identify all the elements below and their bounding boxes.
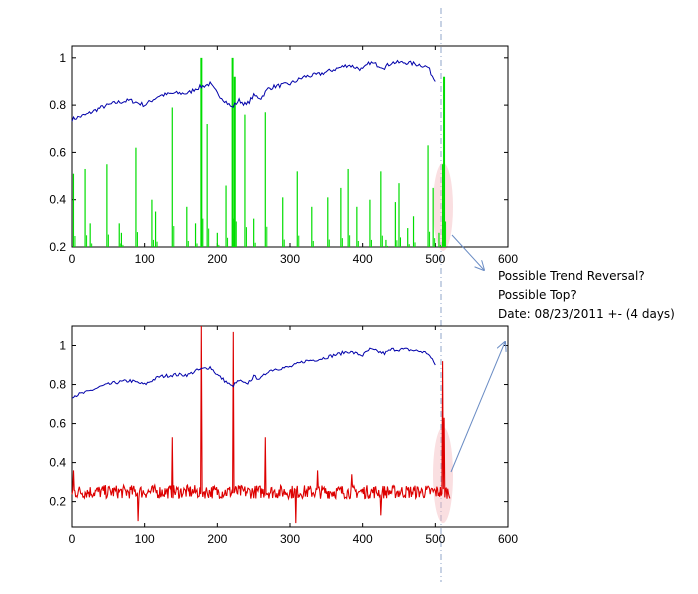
x-tick-label: 400 [353,252,373,266]
y-tick-label: 0.2 [49,240,66,254]
annotation-line-1: Possible Trend Reversal? [498,269,645,283]
y-tick-label: 0.6 [49,145,66,159]
y-tick-label: 0.2 [49,495,66,509]
top-chart: 0.2 0.4 0.6 0.8 1 0 100 200 300 400 500 600 [49,45,518,266]
x-tick-label: 200 [207,252,227,266]
y-tick-label: 0.6 [49,417,66,431]
annotation-line-3: Date: 08/23/2011 +- (4 days) [498,307,675,321]
top-price-series [71,59,436,122]
x-tick-label: 100 [135,532,155,546]
y-tick-label: 0.8 [49,98,66,112]
x-tick-label: 600 [498,532,518,546]
x-tick-label: 500 [425,252,445,266]
x-tick-label: 400 [353,532,373,546]
annotation-line-2: Possible Top? [498,288,577,302]
bottom-chart: 0.2 0.4 0.6 0.8 1 0 100 200 300 400 500 600 [49,325,518,546]
x-tick-label: 100 [135,252,155,266]
y-tick-label: 1 [59,51,66,65]
x-tick-label: 500 [425,532,445,546]
top-signal-series [72,57,447,247]
bottom-price-series [71,347,436,399]
y-tick-label: 0.4 [49,193,66,207]
x-tick-label: 300 [280,532,300,546]
y-tick-label: 1 [59,339,66,353]
y-tick-label: 0.8 [49,378,66,392]
x-tick-label: 0 [69,252,76,266]
top-x-axis: 0 100 200 300 400 500 600 [69,46,518,266]
top-y-axis: 0.2 0.4 0.6 0.8 1 [49,51,508,254]
annotation-arrow-up [450,342,505,473]
bottom-indicator-series [71,325,451,524]
x-tick-label: 200 [207,532,227,546]
x-tick-label: 600 [498,252,518,266]
x-tick-label: 0 [69,532,76,546]
annotation-arrow-down [451,234,484,270]
x-tick-label: 300 [280,252,300,266]
bottom-x-axis: 0 100 200 300 400 500 600 [69,326,518,546]
y-tick-label: 0.4 [49,456,66,470]
bottom-y-axis: 0.2 0.4 0.6 0.8 1 [49,339,508,509]
